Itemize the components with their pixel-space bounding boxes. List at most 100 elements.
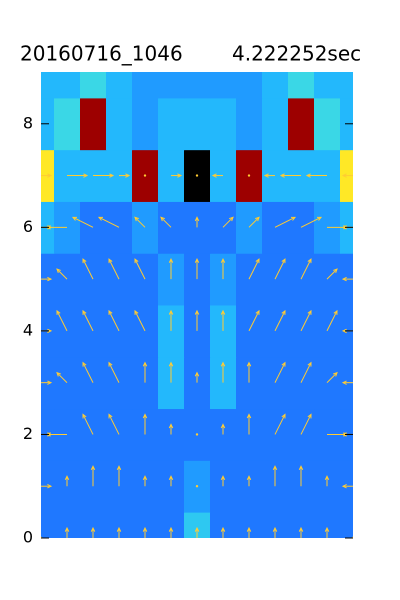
vector-arrow bbox=[246, 526, 252, 538]
vector-head bbox=[108, 361, 113, 367]
vector-shaft bbox=[108, 310, 120, 332]
vector-arrow bbox=[168, 361, 174, 383]
vector-head bbox=[90, 526, 96, 532]
vector-shaft bbox=[98, 216, 120, 228]
vector-head bbox=[56, 268, 61, 274]
vector-head bbox=[211, 173, 217, 178]
vector-arrow bbox=[108, 309, 120, 332]
vector-head bbox=[298, 526, 304, 532]
contour-cell bbox=[340, 97, 353, 151]
vector-arrow bbox=[195, 485, 199, 488]
vector-arrow bbox=[326, 309, 338, 332]
vector-arrow bbox=[90, 465, 96, 487]
vector-arrow bbox=[246, 475, 252, 487]
vector-head bbox=[194, 371, 200, 377]
vector-head bbox=[47, 484, 53, 489]
vector-arrow bbox=[248, 258, 260, 280]
contour-cell bbox=[210, 408, 237, 461]
vector-arrow bbox=[97, 216, 120, 228]
vector-arrow bbox=[341, 276, 353, 282]
vector-head bbox=[177, 173, 183, 178]
vector-head bbox=[116, 526, 122, 532]
vector-shaft bbox=[108, 414, 120, 435]
contour-cell bbox=[236, 512, 263, 538]
vector-shaft bbox=[248, 310, 260, 332]
vector-arrow bbox=[300, 258, 312, 280]
vector-arrow bbox=[119, 173, 131, 178]
vector-shaft bbox=[56, 268, 68, 280]
vector-arrow bbox=[220, 309, 226, 331]
contour-cell bbox=[41, 512, 55, 538]
contour-cell bbox=[106, 201, 133, 254]
contour-cell bbox=[236, 72, 263, 99]
vector-arrow bbox=[300, 216, 323, 228]
vector-arrow bbox=[324, 475, 330, 487]
contour-cell bbox=[106, 72, 133, 99]
vector-arrow bbox=[246, 361, 252, 383]
contour-cell bbox=[106, 512, 133, 538]
vector-arrow bbox=[64, 526, 70, 538]
contour-cell bbox=[80, 201, 107, 254]
vector-head bbox=[168, 423, 174, 429]
vector-arrow bbox=[298, 465, 304, 487]
contour-cell bbox=[158, 460, 185, 513]
vector-head bbox=[290, 216, 297, 221]
vector-head bbox=[333, 371, 338, 377]
vector-arrow bbox=[160, 216, 172, 228]
vector-head bbox=[255, 258, 260, 264]
contour-cell bbox=[184, 97, 211, 151]
vector-arrow bbox=[300, 413, 312, 435]
vector-dot bbox=[195, 433, 199, 436]
vector-head bbox=[220, 257, 226, 263]
vector-head bbox=[272, 465, 278, 471]
vector-head bbox=[82, 413, 87, 419]
contour-cell bbox=[54, 460, 81, 513]
vector-head bbox=[307, 413, 312, 419]
contour-cell bbox=[288, 97, 315, 151]
vector-head bbox=[255, 216, 260, 222]
contour-cell bbox=[158, 512, 185, 538]
vector-head bbox=[168, 361, 174, 367]
vector-head bbox=[341, 380, 347, 385]
vector-head bbox=[246, 475, 252, 481]
contour-cell bbox=[340, 512, 353, 538]
vector-shaft bbox=[248, 216, 260, 228]
vector-head bbox=[281, 361, 286, 367]
vector-head bbox=[316, 216, 323, 221]
vector-arrow bbox=[108, 258, 120, 280]
vector-head bbox=[341, 328, 347, 334]
vector-shaft bbox=[108, 258, 120, 280]
vector-shaft bbox=[300, 216, 322, 228]
vector-shaft bbox=[326, 372, 338, 384]
vector-head bbox=[47, 380, 53, 385]
vector-arrow bbox=[41, 484, 53, 489]
vector-head bbox=[82, 361, 87, 367]
vector-head bbox=[97, 216, 104, 221]
vector-head bbox=[298, 465, 304, 471]
vector-head bbox=[168, 526, 174, 532]
contour-cell bbox=[106, 97, 133, 151]
contour-cell bbox=[236, 97, 263, 151]
vector-head bbox=[305, 173, 311, 178]
vector-head bbox=[109, 173, 115, 178]
vector-arrow bbox=[300, 309, 312, 332]
vector-arrow bbox=[134, 258, 146, 280]
contour-cell bbox=[262, 512, 289, 538]
vector-arrow bbox=[194, 309, 200, 331]
vector-shaft bbox=[56, 372, 68, 384]
contour-cell bbox=[132, 72, 159, 99]
y-tick-label: 0 bbox=[23, 528, 33, 547]
vector-arrow bbox=[134, 309, 146, 332]
vector-shaft bbox=[222, 216, 234, 228]
vector-shaft bbox=[82, 258, 94, 280]
vector-head bbox=[142, 475, 148, 481]
vector-arrow bbox=[194, 371, 200, 383]
vector-head bbox=[341, 276, 347, 282]
vector-head bbox=[168, 257, 174, 263]
contour-cell bbox=[54, 512, 81, 538]
vector-arrow bbox=[195, 433, 199, 436]
vector-shaft bbox=[274, 310, 286, 332]
vector-head bbox=[142, 361, 148, 367]
vector-shaft bbox=[56, 310, 68, 332]
vector-shaft bbox=[72, 216, 94, 228]
